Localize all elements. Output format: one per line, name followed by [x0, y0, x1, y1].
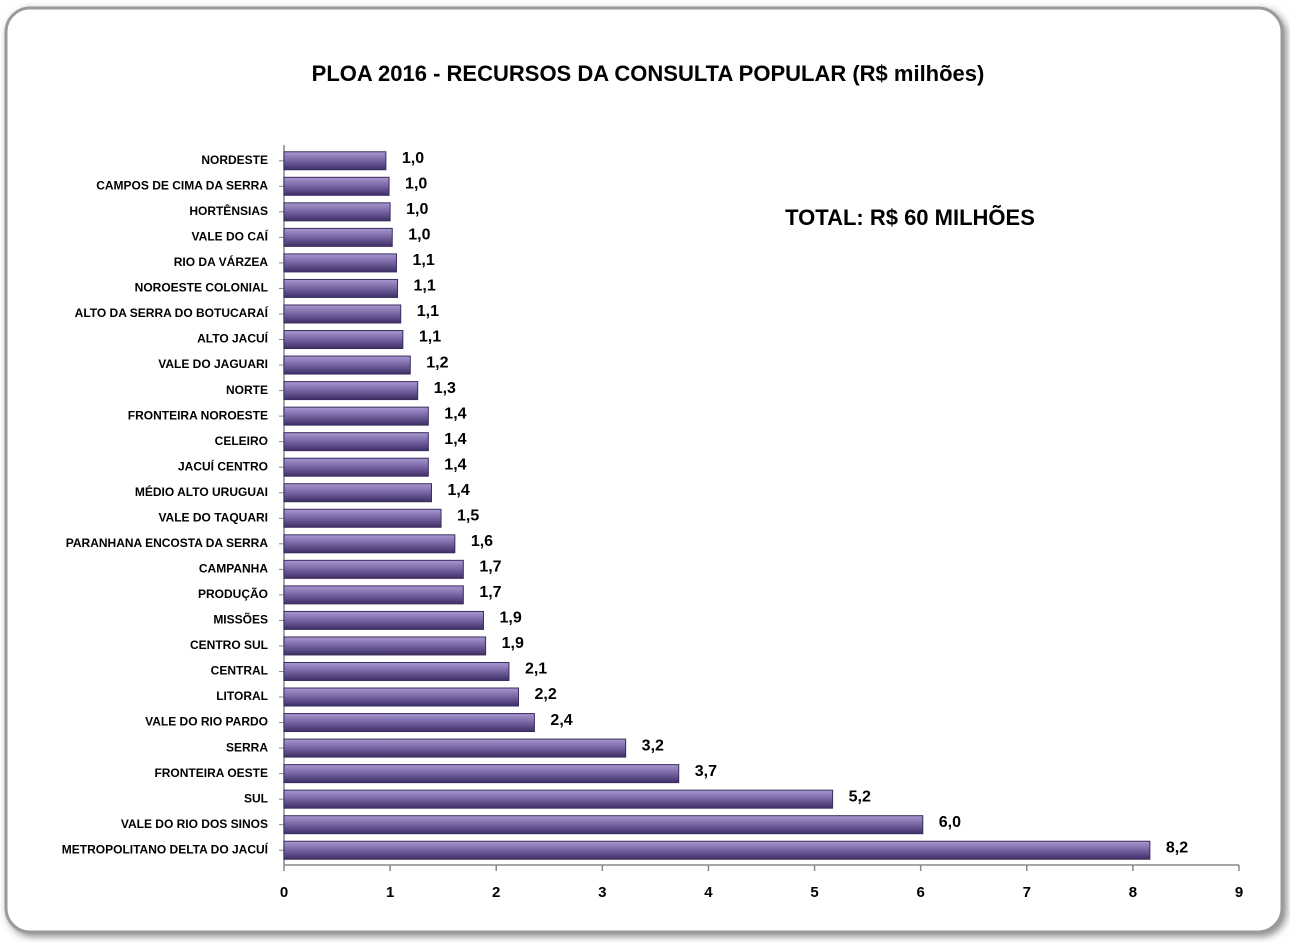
data-label: 6,0 [939, 814, 961, 831]
data-label: 1,4 [447, 482, 469, 499]
y-tick-label: MÉDIO ALTO URUGUAI [135, 484, 268, 499]
data-label: 1,1 [417, 303, 439, 320]
data-label: 1,4 [444, 405, 466, 422]
x-tick-label: 2 [492, 884, 500, 901]
y-tick-label: NORDESTE [201, 153, 268, 167]
data-label: 8,2 [1166, 839, 1188, 856]
x-tick-label: 5 [810, 884, 818, 901]
data-label: 1,1 [419, 329, 441, 346]
y-tick-label: METROPOLITANO DELTA DO JACUÍ [62, 841, 269, 856]
y-tick-label: SERRA [226, 740, 268, 754]
y-tick-label: VALE DO RIO DOS SINOS [121, 817, 268, 831]
y-tick-label: ALTO DA SERRA DO BOTUCARAÍ [75, 305, 269, 320]
y-tick-label: CELEIRO [215, 434, 268, 448]
bar [283, 713, 535, 733]
y-tick-label: RIO DA VÁRZEA [174, 254, 269, 269]
y-tick-label: VALE DO TAQUARI [158, 510, 268, 524]
bar [283, 687, 520, 707]
data-label: 2,2 [535, 686, 557, 703]
y-tick-label: CAMPOS DE CIMA DA SERRA [96, 178, 268, 192]
x-tick-label: 1 [386, 884, 394, 901]
data-label: 3,2 [642, 737, 664, 754]
bar [283, 738, 627, 758]
data-label: 1,1 [414, 278, 436, 295]
y-tick-label: JACUÍ CENTRO [178, 458, 268, 473]
x-tick-label: 6 [916, 884, 924, 901]
y-tick-label: FRONTEIRA OESTE [154, 766, 268, 780]
y-tick-label: FRONTEIRA NOROESTE [128, 408, 268, 422]
bar [283, 534, 456, 554]
bar [283, 636, 487, 656]
data-label: 1,7 [479, 584, 501, 601]
y-tick-label: CAMPANHA [199, 562, 268, 576]
bar [283, 559, 464, 579]
data-label: 1,0 [408, 227, 430, 244]
bar [283, 483, 432, 503]
chart-title: PLOA 2016 - RECURSOS DA CONSULTA POPULAR… [312, 61, 985, 86]
bar [283, 355, 411, 375]
bar [283, 406, 429, 426]
y-tick-label: VALE DO CAÍ [192, 229, 269, 244]
data-label: 3,7 [695, 763, 717, 780]
data-label: 1,1 [412, 252, 434, 269]
bar [283, 789, 834, 809]
bar [283, 151, 387, 171]
x-tick-label: 3 [598, 884, 606, 901]
y-tick-label: SUL [244, 791, 268, 805]
bar [283, 585, 464, 605]
bar [283, 840, 1151, 860]
bar [283, 304, 402, 324]
bar [283, 815, 924, 835]
data-label: 1,7 [479, 559, 501, 576]
data-label: 1,9 [502, 635, 524, 652]
data-label: 2,4 [550, 712, 572, 729]
bar [283, 764, 680, 784]
data-label: 1,0 [405, 176, 427, 193]
y-tick-label: VALE DO JAGUARI [158, 357, 268, 371]
y-tick-label: CENTRO SUL [190, 638, 268, 652]
bar [283, 457, 429, 477]
bar [283, 610, 484, 630]
y-tick-label: LITORAL [216, 689, 268, 703]
x-tick-label: 4 [704, 884, 713, 901]
y-tick-label: VALE DO RIO PARDO [145, 715, 268, 729]
bar [283, 278, 399, 298]
y-tick-label: HORTÊNSIAS [189, 203, 268, 218]
data-label: 1,0 [406, 201, 428, 218]
bar [283, 176, 390, 196]
bar [283, 227, 393, 247]
annotation: TOTAL: R$ 60 MILHÕES [785, 205, 1035, 230]
y-tick-label: NOROESTE COLONIAL [135, 281, 268, 295]
y-tick-label: PARANHANA ENCOSTA DA SERRA [66, 536, 269, 550]
data-label: 1,3 [434, 380, 456, 397]
data-label: 5,2 [849, 788, 871, 805]
data-label: 2,1 [525, 661, 547, 678]
data-label: 1,0 [402, 150, 424, 167]
data-label: 1,4 [444, 456, 466, 473]
y-tick-label: CENTRAL [211, 664, 268, 678]
data-label: 1,5 [457, 507, 479, 524]
y-tick-label: NORTE [226, 383, 268, 397]
x-tick-label: 7 [1023, 884, 1031, 901]
bar [283, 508, 442, 528]
bar [283, 202, 391, 222]
x-tick-label: 0 [280, 884, 288, 901]
y-tick-label: PRODUÇÃO [198, 586, 268, 601]
bar [283, 253, 397, 273]
x-tick-label: 9 [1235, 884, 1243, 901]
x-tick-label: 8 [1129, 884, 1137, 901]
y-tick-label: ALTO JACUÍ [197, 331, 269, 346]
bar [283, 432, 429, 452]
data-label: 1,9 [499, 610, 521, 627]
bar [283, 381, 419, 401]
y-tick-label: MISSÕES [213, 612, 268, 627]
data-label: 1,6 [471, 533, 493, 550]
bar [283, 330, 404, 350]
bar [283, 661, 510, 681]
data-label: 1,2 [426, 354, 448, 371]
data-label: 1,4 [444, 431, 466, 448]
